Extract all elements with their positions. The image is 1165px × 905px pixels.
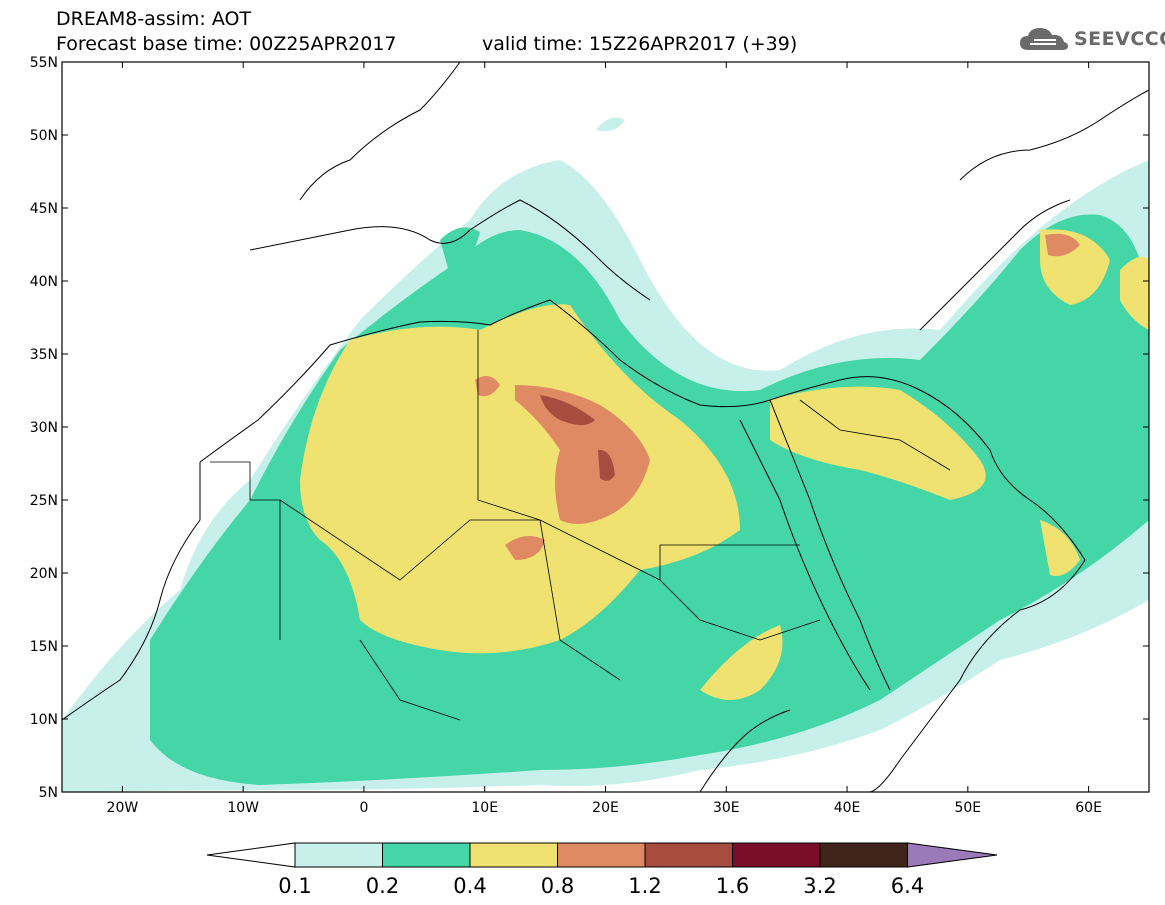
coastlines [62,62,1149,792]
lat-label: 35N [30,347,58,363]
colorbar-box [294,842,383,868]
lat-label: 30N [30,420,58,436]
country-borders [210,330,951,721]
aot-band-1.2 [540,395,615,481]
lon-label: 40E [834,800,861,816]
colorbar-box [469,842,558,868]
valid-time: valid time: 15Z26APR2017 (+39) [482,33,798,55]
colorbar-label: 0.1 [278,874,311,898]
lat-label: 40N [30,274,58,290]
colorbar-label: 1.6 [716,874,749,898]
aot-band-0.4 [300,229,1149,700]
colorbar-box [644,842,733,868]
lon-label: 20W [107,800,139,816]
cloud-icon [1020,28,1068,50]
aot-band-0.8 [475,233,1080,560]
colorbar-label: 0.2 [366,874,399,898]
lon-label: 10E [471,800,498,816]
colorbar: 0.1 0.2 0.4 0.8 1.2 1.6 3.2 6.4 [206,842,998,898]
colorbar-box [557,842,646,868]
colorbar-over-arrow [907,842,998,868]
colorbar-label: 1.2 [628,874,661,898]
lat-label: 20N [30,566,58,582]
colorbar-label: 0.8 [541,874,574,898]
forecast-base-time: Forecast base time: 00Z25APR2017 [56,33,397,55]
lon-label: 50E [954,800,981,816]
lat-label: 10N [30,712,58,728]
lon-label: 20E [592,800,619,816]
colorbar-label: 3.2 [803,874,836,898]
lat-label: 50N [30,128,58,144]
colorbar-box [382,842,471,868]
logo-text: SEEVCCC [1074,28,1165,50]
lat-label: 15N [30,639,58,655]
map-title: DREAM8-assim: AOT [56,8,252,30]
longitude-axis: 20W 10W 0 10E 20E 30E 40E 50E 60E [107,62,1102,816]
aot-field [62,62,1149,792]
lon-label: 10W [227,800,259,816]
lon-label: 60E [1075,800,1102,816]
lat-label: 25N [30,493,58,509]
latitude-axis: 55N 50N 45N 40N 35N 30N 25N 20N 15N 10N 5N [30,55,1149,801]
colorbar-box [732,842,821,868]
colorbar-label: 0.4 [453,874,486,898]
lon-label: 0 [359,800,368,816]
lat-label: 45N [30,201,58,217]
colorbar-label: 6.4 [891,874,924,898]
lon-label: 30E [713,800,740,816]
colorbar-box [819,842,908,868]
colorbar-under-arrow [206,842,296,868]
lat-label: 5N [39,785,58,801]
lat-label: 55N [30,55,58,71]
seevccc-logo: SEEVCCC [1018,24,1165,54]
